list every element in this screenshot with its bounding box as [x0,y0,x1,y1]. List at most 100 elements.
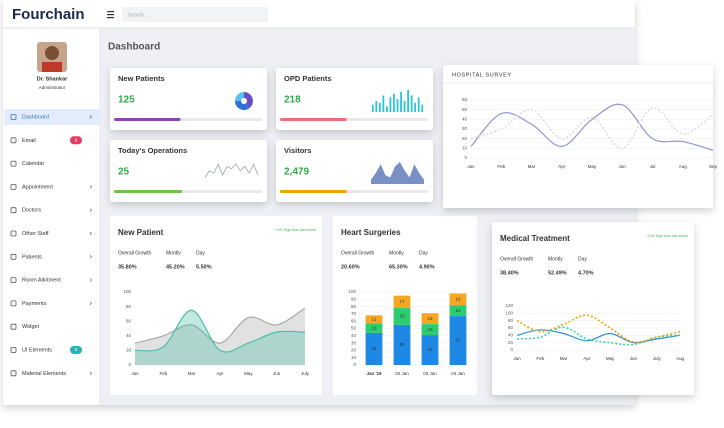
panel-title: Heart Surgeries [341,228,401,237]
menu-item[interactable]: Dashboard [22,114,49,120]
y-tick-label: 80 [508,318,514,323]
x-tick-label: Feb [536,356,544,361]
menu-item[interactable]: Material Elements [22,371,66,377]
menu-toggle[interactable] [107,11,114,19]
menu-item[interactable]: Appointment [22,184,53,190]
x-tick-label: 03 Jan [423,371,437,376]
y-tick-label: 20 [351,348,357,353]
metric-value: 4.70% [578,270,594,276]
area [135,308,305,365]
x-tick-label: Apr [558,164,566,169]
bar-segment [449,293,467,306]
menu-item[interactable]: Payments [22,301,47,307]
menu-item[interactable]: Other Staff [22,231,49,237]
spark-bar [410,95,413,112]
menu-chevron [89,301,92,306]
bar-segment [449,305,467,317]
menu-item[interactable]: Room Allotment [22,278,61,284]
y-tick-label: 0 [353,362,356,367]
y-tick-label: 10 [351,355,357,360]
spark-bar [421,104,424,112]
bar-value-label: 17 [399,299,405,304]
bar-value-label: 15 [455,308,461,313]
y-tick-label: 20 [508,340,514,345]
area-line [134,309,306,353]
x-tick-label: Jun [619,164,627,169]
spark-bar [407,90,409,112]
metric-label: Overall Growth [341,250,375,256]
page-title: Dashboard [108,42,160,53]
spark-bar [378,102,381,112]
y-tick-label: 60 [126,318,132,323]
brand-logo[interactable]: Fourchain [12,6,85,23]
y-tick-label: 0 [510,347,513,352]
area-line [134,307,306,344]
menu-icon [10,183,17,190]
y-tick-label: 40 [508,333,514,338]
stat-title: OPD Patients [284,74,332,83]
panel-title: Medical Treatment [500,234,570,243]
x-tick-label: Aug [676,356,685,361]
x-tick-label: Sep [709,164,718,169]
menu-item[interactable]: Email [22,138,36,144]
y-tick-label: 80 [126,304,132,309]
y-tick-label: 70 [351,311,357,316]
stat-title: Today's Operations [118,146,187,155]
avatar-face [45,46,59,60]
progress-bar [280,190,347,193]
menu-item[interactable]: Patients [22,254,42,260]
progress-bar [280,118,347,121]
avatar-shirt [42,62,62,72]
x-tick-label: May [244,371,253,376]
menu-item[interactable]: Calendar [22,161,44,167]
bar-value-label: 23 [399,314,405,319]
bar-segment [365,315,383,324]
menu-item[interactable]: Widget [22,324,40,330]
stat-value: 125 [118,95,135,106]
metric-value: 45.20% [166,264,185,270]
menu-icon [10,160,17,167]
menu-chevron [89,371,92,376]
metric-value: 5.50% [196,264,212,270]
menu-badge-text: 5 [75,347,78,352]
x-tick-label: Jan '19 [366,371,382,376]
menu-chevron [89,231,92,236]
panel-title: New Patient [118,228,164,237]
bar-segment [421,313,439,325]
menu-chevron [89,278,92,282]
y-tick-label: 100 [123,289,131,294]
menu-badge-text: 6 [75,137,78,142]
y-tick-label: 50 [351,326,357,331]
bar-segment [365,323,383,333]
metric-value: 65.30% [389,264,408,270]
bar-value-label: 67 [455,338,461,343]
spark-bar [400,91,402,112]
metric-label: Overall Growth [500,256,534,262]
menu-badge [70,346,82,354]
menu-active-bg [4,109,100,125]
line [516,314,681,344]
spark-bar [382,95,385,112]
y-tick-label: 120 [505,303,513,308]
menu-item[interactable]: Doctors [22,208,41,214]
menu-badge [70,136,82,145]
search-box[interactable] [122,7,268,22]
menu-icon [10,253,17,260]
menu-item[interactable]: UI Elements [22,347,52,353]
menu-icon [10,323,17,330]
spark-bar [371,104,374,112]
bar-value-label: 55 [399,342,405,347]
y-tick-label: 80 [351,304,357,309]
metric-label: Montly [548,256,563,262]
metric-label: Day [196,250,205,256]
menu-icon [10,207,17,214]
x-tick-label: July [301,371,310,376]
progress-bar [114,190,183,193]
y-tick-label: 40 [462,117,468,122]
x-tick-label: 04 Jan [451,371,465,376]
y-tick-label: 60 [351,318,357,323]
x-tick-label: Apr [216,371,224,376]
spark-bar [393,93,395,112]
menu-chevron [89,115,92,119]
panel-card [110,216,322,395]
